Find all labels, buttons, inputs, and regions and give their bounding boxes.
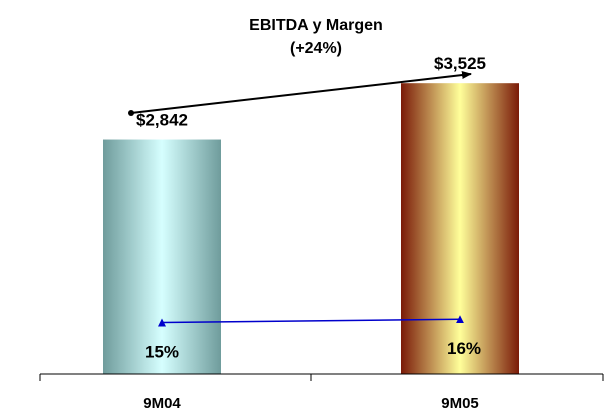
growth-trend-arrow xyxy=(130,71,472,114)
bar-value-label: $3,525 xyxy=(434,54,486,73)
margin-value-label: 15% xyxy=(145,343,179,362)
margin-line xyxy=(158,315,464,327)
x-axis-labels: 9M04 9M05 xyxy=(143,395,479,412)
x-tick-label: 9M05 xyxy=(441,395,479,412)
bar-9m04 xyxy=(103,139,221,374)
bar-9m05 xyxy=(401,83,519,374)
x-axis-ticks xyxy=(39,374,604,381)
margin-value-label: 16% xyxy=(447,339,481,358)
bar-value-label: $2,842 xyxy=(136,111,188,130)
bars-group: $2,842 $3,525 xyxy=(103,54,519,374)
x-tick-label: 9M04 xyxy=(143,395,181,412)
chart-subtitle: (+24%) xyxy=(290,40,342,57)
margin-line-group: 15% 16% xyxy=(145,315,481,362)
chart-title: EBITDA y Margen xyxy=(249,17,383,34)
growth-trend-start-dot xyxy=(128,110,134,116)
